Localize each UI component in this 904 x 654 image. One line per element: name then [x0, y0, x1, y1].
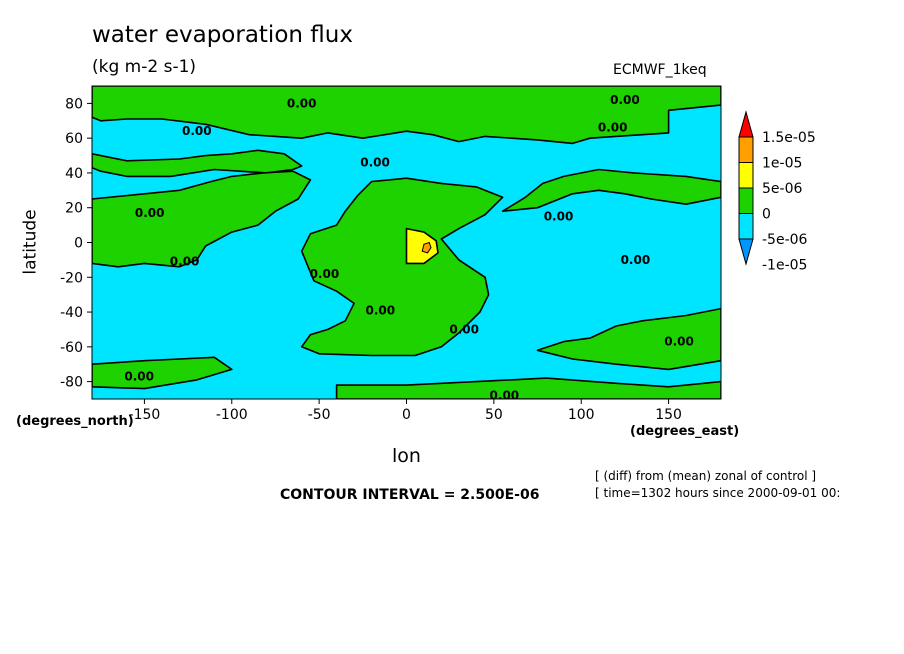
chart-title: water evaporation flux — [92, 22, 353, 48]
y-tick-label-5: 20 — [65, 201, 83, 217]
x-tick-label-3: 0 — [402, 407, 411, 423]
orange-region-0 — [421, 241, 432, 254]
x-tick-label-4: 50 — [485, 407, 503, 423]
y-tick-label-7: 60 — [65, 131, 83, 147]
x-tick-label-1: -100 — [216, 407, 248, 423]
x-tick-label-0: -150 — [129, 407, 161, 423]
contour-label-2: 0.00 — [182, 124, 212, 138]
colorbar-segment-1 — [738, 136, 754, 163]
contour-label-7: 0.00 — [170, 255, 200, 269]
colorbar-label-2: 5e-06 — [762, 181, 802, 197]
contour-label-6: 0.00 — [544, 209, 574, 223]
colorbar: 1.5e-05 1e-05 5e-06 0 -5e-06 -1e-05 — [738, 110, 816, 274]
y-tick-label-2: -40 — [60, 305, 83, 321]
x-tick-label-6: 150 — [655, 407, 682, 423]
x-tick-label-5: 100 — [568, 407, 595, 423]
y-tick-label-3: -20 — [60, 270, 83, 286]
contour-label-5: 0.00 — [135, 206, 165, 220]
contour-label-8: 0.00 — [621, 253, 651, 267]
green-region-0 — [92, 86, 721, 145]
y-tick-label-4: 0 — [74, 236, 83, 252]
green-region-1 — [92, 149, 303, 178]
green-region-2 — [92, 170, 312, 268]
contour-label-0: 0.00 — [287, 96, 317, 110]
colorbar-label-3: 0 — [762, 207, 771, 223]
x-units-label: (degrees_east) — [630, 424, 740, 439]
green-region-4 — [501, 168, 721, 212]
chart-units: (kg m-2 s-1) — [92, 57, 197, 77]
colorbar-label-4: -5e-06 — [762, 232, 808, 248]
contour-label-10: 0.00 — [365, 303, 395, 317]
colorbar-top-arrow — [738, 110, 754, 138]
note-line-2: [ time=1302 hours since 2000-09-01 00: — [595, 486, 841, 500]
colorbar-label-1: 1e-05 — [762, 156, 802, 172]
contour-label-4: 0.00 — [360, 156, 390, 170]
colorbar-segment-2 — [738, 162, 754, 189]
colorbar-segment-4 — [738, 213, 754, 240]
y-tick-label-8: 80 — [65, 96, 83, 112]
green-region-3 — [300, 177, 504, 357]
contour-label-1: 0.00 — [610, 93, 640, 107]
colorbar-segment-3 — [738, 187, 754, 214]
plot-area: 0.00 0.00 0.00 0.00 0.00 0.00 0.00 0.00 0.00 0.00… — [92, 86, 721, 403]
y-tick-label-1: -60 — [60, 340, 83, 356]
colorbar-bottom-arrow — [738, 238, 754, 266]
contour-interval: CONTOUR INTERVAL = 2.500E-06 — [280, 487, 540, 503]
colorbar-label-0: 1.5e-05 — [762, 130, 816, 146]
green-region-5 — [536, 307, 721, 371]
green-region-7 — [335, 377, 721, 399]
y-tick-label-0: -80 — [60, 375, 83, 391]
yellow-region-0 — [405, 227, 439, 265]
contour-label-9: 0.00 — [310, 267, 340, 281]
dataset-label: ECMWF_1keq — [613, 62, 707, 78]
x-tick-label-2: -50 — [308, 407, 331, 423]
contour-label-11: 0.00 — [449, 322, 479, 336]
contour-label-3: 0.00 — [598, 121, 628, 135]
y-tick-label-6: 40 — [65, 166, 83, 182]
note-line-1: [ (diff) from (mean) zonal of control ] — [595, 469, 817, 483]
y-units-label: (degrees_north) — [16, 414, 134, 429]
axes: -150 -100 -50 0 50 100 150 -80 -60 -40 -20 0 20 40 60 8… — [60, 96, 682, 423]
x-axis-label: lon — [392, 445, 421, 467]
green-region-6 — [92, 356, 233, 390]
contour-label-13: 0.00 — [124, 369, 154, 383]
contour-label-14: 0.00 — [490, 389, 520, 403]
contour-label-12: 0.00 — [664, 335, 694, 349]
colorbar-label-5: -1e-05 — [762, 258, 807, 274]
